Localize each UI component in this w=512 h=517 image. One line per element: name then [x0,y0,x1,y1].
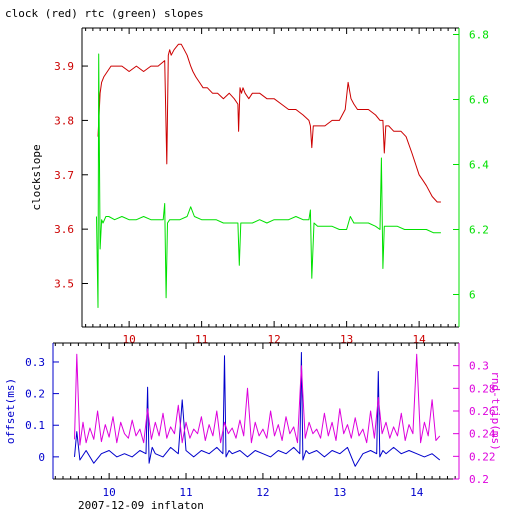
y2-tick-label: 6.2 [469,224,489,237]
y2-tick-label: 6.4 [469,159,489,172]
plot-1: 10 11 12 13 143.53.63.73.83.966.26.46.66.8cl… [30,27,489,346]
y2-tick-label: 6.8 [469,29,489,42]
series-line-1 [74,352,441,467]
y-axis-label: offset(ms) [4,378,17,444]
x-tick-label: 10 [103,486,116,499]
y-tick-label: 3.6 [54,223,74,236]
y-tick-label: 3.8 [54,114,74,127]
y2-tick-label: 0.2 [469,473,489,486]
y2-tick-label: 6.6 [469,94,489,107]
x-tick-label: 13 [340,333,353,346]
y2-tick-label: 0.26 [469,405,496,418]
footer-label: 2007-12-09 inflaton [78,499,204,512]
series-line-1 [97,43,441,203]
y2-tick-label: 0.24 [469,428,496,441]
y-tick-label: 3.9 [54,60,74,73]
x-tick-label: 12 [256,486,269,499]
y-axis-label: clockslope [30,144,43,210]
series-line-2 [96,53,441,308]
y2-tick-label: 0.28 [469,382,496,395]
y-tick-label: 0.3 [25,356,45,369]
plot-2: 10 11 12 13 14 0 0.1 0.2 0.3 0.2 0.22 0.24 0.26 0.28 0… [4,342,502,499]
y2-tick-label: 0.22 [469,450,496,463]
y2-axis-label: rnd-trip(ms) [489,371,502,450]
x-tick-label: 14 [410,486,424,499]
y-tick-label: 0.1 [25,419,45,432]
y-tick-label: 0.2 [25,388,45,401]
x-tick-label: 11 [179,486,192,499]
y2-tick-label: 6 [469,289,476,302]
y-tick-label: 0 [38,451,45,464]
x-tick-label: 13 [333,486,346,499]
series-line-2 [74,353,441,446]
chart-title: clock (red) rtc (green) slopes [5,7,204,20]
plots-group: 10 11 12 13 14 3.5 3.6 3.7 3.8 3.9 6 6.2 6.4 6.6 6.8 cl… [4,27,502,499]
y2-tick-label: 0.3 [469,360,489,373]
y-tick-label: 3.7 [54,169,74,182]
y-tick-label: 3.5 [54,278,74,291]
